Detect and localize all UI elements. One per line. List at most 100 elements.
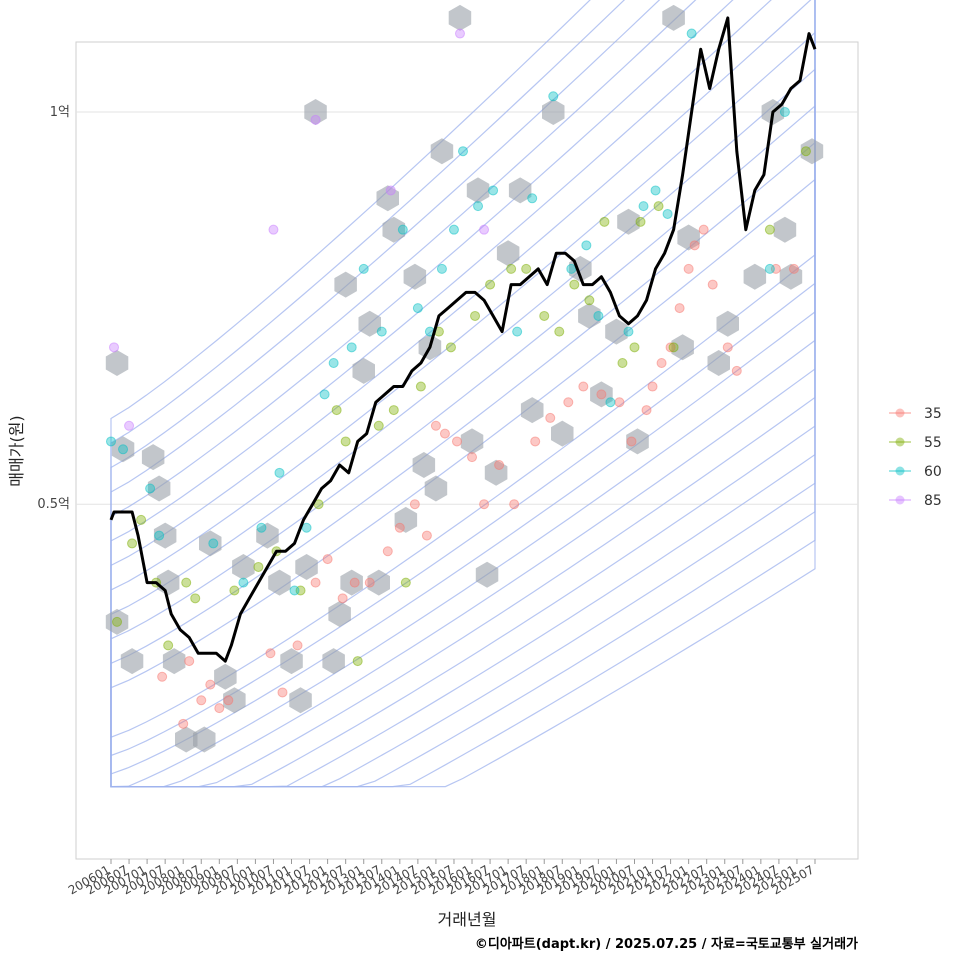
- hexbin-cell: [707, 350, 730, 376]
- data-point-35: [641, 405, 652, 416]
- data-point-85: [124, 420, 135, 431]
- hexbin-cell: [232, 554, 255, 580]
- data-point-35: [614, 397, 625, 408]
- y-axis-title: 매매가(원): [7, 415, 26, 486]
- hexbin-cell: [147, 475, 171, 502]
- data-point-35: [788, 263, 799, 274]
- average-line: [109, 16, 817, 663]
- hexbin-cell: [484, 459, 508, 486]
- data-point-60: [397, 224, 408, 235]
- data-point-55: [539, 310, 550, 321]
- data-point-55: [800, 146, 811, 157]
- data-point-60: [208, 538, 219, 549]
- data-point-60: [346, 342, 357, 353]
- hexbin-cell: [193, 726, 216, 753]
- data-point-55: [340, 436, 351, 447]
- data-point-35: [467, 452, 478, 463]
- data-point-35: [265, 648, 276, 659]
- data-point-35: [479, 499, 490, 510]
- data-point-60: [256, 522, 267, 533]
- data-point-35: [545, 412, 556, 423]
- hexbin-layer: [105, 4, 824, 753]
- data-point-60: [118, 444, 129, 455]
- y-axis-ticks: 0.5억1억1.5억2억: [37, 105, 70, 512]
- data-point-35: [578, 381, 589, 392]
- data-point-60: [458, 146, 468, 157]
- data-point-35: [337, 593, 348, 604]
- data-point-35: [683, 263, 694, 274]
- hexbin-cell: [334, 271, 357, 298]
- hexbin-cell: [367, 569, 390, 596]
- data-point-35: [707, 279, 718, 290]
- data-point-35: [509, 499, 520, 510]
- data-point-55: [388, 405, 399, 416]
- data-point-55: [554, 326, 565, 337]
- data-point-55: [373, 420, 384, 431]
- data-point-55: [584, 295, 595, 306]
- x-axis-title: 거래년월: [438, 910, 497, 929]
- legend-key-dot: [895, 495, 905, 505]
- data-point-60: [436, 263, 447, 274]
- data-point-35: [722, 342, 733, 353]
- data-point-35: [674, 303, 685, 314]
- legend-key-dot: [895, 437, 905, 447]
- hexbin-cell: [448, 4, 472, 31]
- data-point-55: [136, 514, 147, 525]
- hexbin-cell: [256, 522, 279, 549]
- hexbin-cell: [779, 263, 803, 290]
- data-point-60: [566, 263, 577, 274]
- data-point-60: [764, 263, 775, 274]
- hexbin-cell: [105, 350, 129, 376]
- data-point-55: [521, 263, 532, 274]
- data-point-60: [473, 201, 484, 212]
- hexbin-cell: [412, 452, 436, 478]
- hexbin-cell: [295, 554, 318, 580]
- data-point-55: [352, 656, 363, 667]
- gridlines: [76, 111, 858, 505]
- data-point-55: [331, 405, 342, 416]
- hexbin-cell: [358, 310, 381, 337]
- data-point-55: [506, 263, 517, 274]
- data-point-60: [376, 326, 387, 337]
- data-point-55: [668, 342, 679, 353]
- data-point-60: [686, 28, 697, 39]
- hexbin-cell: [773, 216, 797, 243]
- data-point-55: [400, 577, 411, 588]
- data-point-35: [364, 577, 375, 588]
- data-point-35: [731, 365, 742, 376]
- data-point-55: [163, 640, 174, 651]
- data-point-35: [665, 342, 676, 353]
- hexbin-cell: [105, 608, 129, 635]
- data-point-35: [596, 389, 607, 400]
- data-point-60: [289, 585, 300, 596]
- hexbin-cell: [542, 99, 565, 125]
- data-point-60: [358, 263, 369, 274]
- data-point-60: [512, 326, 523, 337]
- data-point-55: [229, 585, 240, 596]
- data-point-60: [238, 577, 249, 588]
- hexbin-cell: [175, 726, 198, 753]
- data-point-35: [322, 554, 333, 565]
- data-point-60: [145, 483, 156, 494]
- data-point-60: [581, 240, 592, 251]
- data-point-55: [569, 279, 580, 290]
- data-point-35: [382, 546, 393, 557]
- hexbin-cell: [430, 138, 454, 165]
- legend-label: 55: [924, 435, 942, 451]
- data-point-60: [662, 208, 673, 219]
- hexbin-cell: [328, 601, 351, 627]
- hexbin-cell: [289, 687, 312, 714]
- data-point-60: [779, 107, 790, 117]
- data-point-35: [223, 695, 234, 706]
- hexbin-cell: [605, 318, 628, 345]
- data-point-60: [328, 358, 339, 369]
- data-point-55: [445, 342, 456, 353]
- hexbin-cell: [466, 177, 490, 204]
- data-point-35: [178, 718, 189, 729]
- data-point-55: [253, 561, 264, 572]
- data-point-35: [647, 381, 658, 392]
- data-point-55: [190, 593, 201, 604]
- data-point-85: [385, 185, 396, 196]
- density-contour: [110, 0, 816, 788]
